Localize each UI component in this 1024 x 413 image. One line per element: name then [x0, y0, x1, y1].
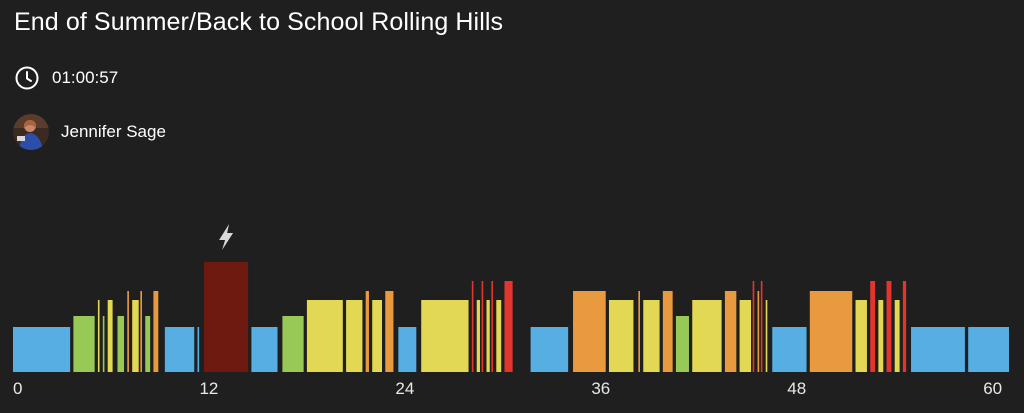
- interval-bar-22[interactable]: [421, 300, 469, 372]
- interval-bar-24[interactable]: [476, 300, 480, 372]
- interval-bar-38[interactable]: [724, 291, 737, 372]
- x-tick-label-12: 12: [199, 379, 218, 398]
- interval-bar-34[interactable]: [643, 300, 660, 372]
- interval-bar-53[interactable]: [968, 327, 1009, 372]
- interval-bar-2[interactable]: [97, 300, 100, 372]
- interval-bar-50[interactable]: [894, 300, 900, 372]
- interval-bar-8[interactable]: [140, 291, 142, 372]
- interval-bar-41[interactable]: [757, 291, 760, 372]
- class-duration: 01:00:57: [14, 64, 118, 92]
- interval-bar-12[interactable]: [197, 327, 200, 372]
- interval-bar-44[interactable]: [772, 327, 807, 372]
- interval-bar-47[interactable]: [870, 281, 876, 372]
- interval-bar-49[interactable]: [886, 281, 892, 372]
- instructor-name: Jennifer Sage: [61, 122, 166, 141]
- interval-bar-30[interactable]: [530, 327, 569, 372]
- interval-bar-39[interactable]: [739, 300, 752, 372]
- interval-bar-45[interactable]: [809, 291, 853, 372]
- interval-bar-26[interactable]: [486, 300, 490, 372]
- lightning-bolt-icon: [219, 224, 234, 250]
- interval-bar-0[interactable]: [13, 327, 71, 372]
- x-tick-label-0: 0: [13, 379, 22, 398]
- interval-bar-51[interactable]: [902, 281, 907, 372]
- interval-bar-20[interactable]: [385, 291, 394, 372]
- interval-bar-5[interactable]: [117, 316, 125, 372]
- interval-bar-28[interactable]: [496, 300, 502, 372]
- interval-bar-23[interactable]: [471, 281, 474, 372]
- clock-icon: [15, 66, 39, 90]
- interval-bar-33[interactable]: [638, 291, 640, 372]
- interval-bar-27[interactable]: [491, 281, 494, 372]
- interval-bar-4[interactable]: [107, 300, 113, 372]
- interval-bar-21[interactable]: [398, 327, 417, 372]
- interval-bar-16[interactable]: [306, 300, 343, 372]
- interval-bar-18[interactable]: [365, 291, 369, 372]
- interval-bar-43[interactable]: [765, 300, 768, 372]
- duration-text: 01:00:57: [52, 68, 119, 87]
- interval-bar-13[interactable]: [204, 262, 249, 372]
- chart-bars: [13, 262, 1009, 372]
- interval-bar-11[interactable]: [164, 327, 195, 372]
- x-tick-label-36: 36: [591, 379, 610, 398]
- interval-bar-32[interactable]: [608, 300, 634, 372]
- interval-bar-19[interactable]: [372, 300, 383, 372]
- interval-bar-6[interactable]: [127, 291, 129, 372]
- interval-bar-46[interactable]: [855, 300, 867, 372]
- instructor[interactable]: Jennifer Sage: [13, 113, 166, 151]
- interval-bar-1[interactable]: [73, 316, 95, 372]
- interval-bar-15[interactable]: [282, 316, 304, 372]
- interval-bar-3[interactable]: [102, 316, 105, 372]
- interval-bar-14[interactable]: [251, 327, 278, 372]
- interval-bar-9[interactable]: [145, 316, 151, 372]
- x-tick-label-48: 48: [787, 379, 806, 398]
- interval-bar-48[interactable]: [878, 300, 884, 372]
- interval-bar-37[interactable]: [692, 300, 722, 372]
- chart-peak-marker: [219, 224, 234, 250]
- interval-bar-10[interactable]: [153, 291, 159, 372]
- chart-x-ticks: 0 12 24 36 48 60: [13, 379, 1002, 398]
- instructor-avatar[interactable]: [13, 114, 49, 150]
- interval-bar-29[interactable]: [504, 281, 513, 372]
- interval-bar-40[interactable]: [752, 281, 755, 372]
- interval-bar-42[interactable]: [760, 281, 763, 372]
- interval-bar-36[interactable]: [675, 316, 689, 372]
- interval-bar-52[interactable]: [911, 327, 965, 372]
- x-tick-label-60: 60: [983, 379, 1002, 398]
- class-title: End of Summer/Back to School Rolling Hil…: [14, 8, 504, 36]
- interval-bar-7[interactable]: [132, 300, 139, 372]
- interval-bar-35[interactable]: [662, 291, 673, 372]
- interval-bar-25[interactable]: [481, 281, 484, 372]
- interval-bar-31[interactable]: [573, 291, 606, 372]
- x-tick-label-24: 24: [395, 379, 414, 398]
- interval-bar-17[interactable]: [346, 300, 363, 372]
